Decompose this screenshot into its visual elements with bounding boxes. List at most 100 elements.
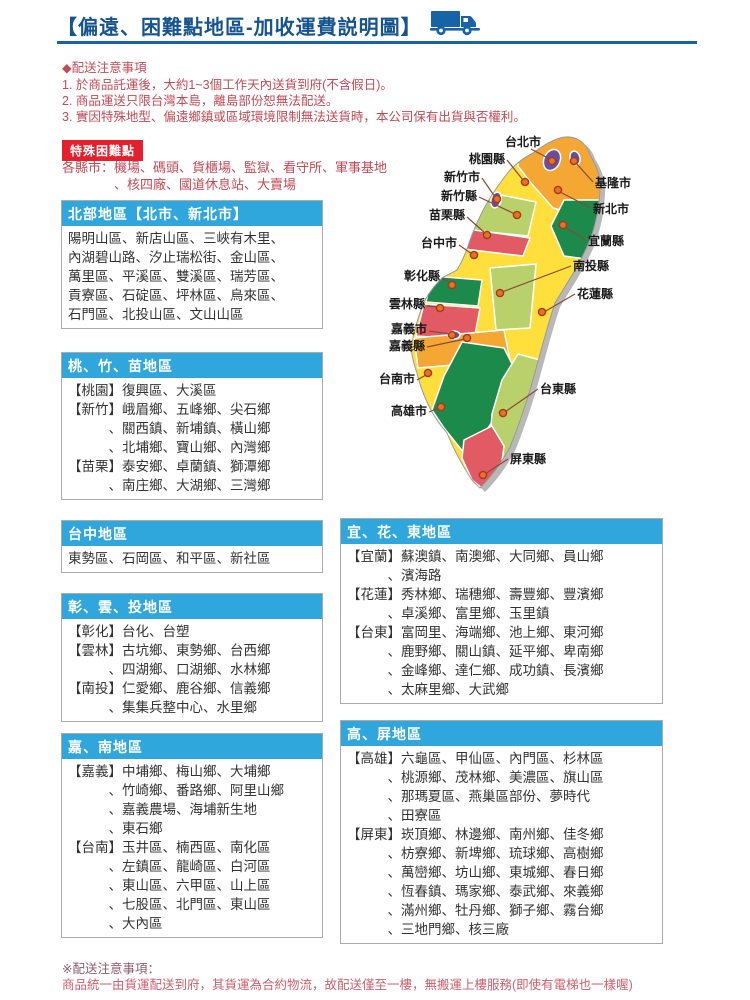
- map-label-text: 嘉義縣: [388, 338, 425, 353]
- region-line: 、太麻里鄉、大武鄉: [347, 682, 509, 697]
- map-dot: [492, 194, 502, 204]
- region-box-north-body: 陽明山區、新店山區、三峽有木里、 內湖碧山路、汐止瑞松街、金山區、 萬里區、平溪區、…: [62, 226, 322, 328]
- map-dot: [478, 470, 488, 480]
- region-box-kaohsiung-pingtung-body: 【高雄】六龜區、甲仙區、內門區、杉林區 、桃源鄉、茂林鄉、美濃區、旗山區 、那瑪…: [341, 746, 662, 943]
- map-label-text: 台東縣: [540, 381, 576, 396]
- taiwan-map: 台北市 桃園縣 新竹市 新竹縣 苗栗縣 台中市 彰化縣 雲林縣 嘉義市 嘉義縣 台南市 高雄市 基隆市新…: [368, 128, 708, 518]
- region-box-taoyuan-hsinchu-miaoli-body: 【桃園】復興區、大溪區 【新竹】峨眉鄉、五峰鄉、尖石鄉 、關西鎮、新埔鎮、橫山鄉 …: [62, 378, 322, 499]
- region-line: 【台南】玉井區、楠西區、南化區: [68, 840, 271, 855]
- title-underline: [57, 41, 697, 44]
- map-leader-line: [478, 196, 516, 215]
- map-label-text: 嘉義市: [390, 321, 427, 336]
- map-leader-line: [441, 277, 451, 284]
- map-dot: [435, 303, 445, 313]
- map-dot: [553, 185, 563, 195]
- footnote-heading: ※配送注意事項：: [62, 962, 160, 976]
- region-line: 、金峰鄉、達仁鄉、成功鎮、長濱鄉: [347, 663, 604, 678]
- map-dot: [569, 156, 579, 166]
- map-dot: [462, 333, 472, 343]
- region-box-yilan-hualien-taitung-body: 【宜蘭】蘇澳鎮、南澳鄉、大同鄉、員山鄉 、濱海路 【花蓮】秀林鄉、瑞穗鄉、壽豐鄉、…: [341, 544, 662, 703]
- map-label-text: 台南市: [379, 371, 415, 386]
- region-line: 【高雄】六龜區、甲仙區、內門區、杉林區: [347, 751, 604, 766]
- region-box-yilan-hualien-taitung-header: 宜、花、東地區: [341, 519, 662, 544]
- map-label-text: 基隆市: [594, 175, 631, 190]
- region-line: 、大內區: [68, 916, 163, 931]
- special-difficult-line: 、核四廠、國道休息站、大賣場: [62, 177, 297, 192]
- region-box-changhua-yunlin-nantou: 彰、雲、投地區 【彰化】台化、台塑 【雲林】古坑鄉、東勢鄉、台西鄉 、四湖鄉、口湖…: [61, 593, 323, 722]
- map-leader-line: [559, 191, 592, 209]
- region-line: 石門區、北投山區、文山山區: [68, 307, 244, 322]
- region-box-taichung-body: 東勢區、石岡區、和平區、新社區: [62, 546, 322, 572]
- map-dot: [537, 307, 547, 317]
- map-leader-line: [543, 293, 576, 313]
- region-box-taichung: 台中地區 東勢區、石岡區、和平區、新社區: [61, 520, 323, 573]
- map-label-text: 高雄市: [391, 403, 427, 418]
- map-label-text: 新竹市: [444, 169, 480, 184]
- region-line: 【苗栗】泰安鄉、卓蘭鎮、獅潭鄉: [68, 459, 271, 474]
- region-line: 、田寮區: [347, 808, 442, 823]
- delivery-notice-item: 3. 實因特殊地型、偏遠鄉鎮或區域環境限制無法送貨時，本公司保有出貨與否權利。: [62, 110, 526, 124]
- map-label-text: 新竹縣: [441, 188, 477, 203]
- map-leader-line: [481, 177, 496, 198]
- region-line: 【花蓮】秀林鄉、瑞穗鄉、壽豐鄉、豐濱鄉: [347, 587, 604, 602]
- region-line: 、關西鎮、新埔鎮、橫山鄉: [68, 421, 271, 436]
- region-line: 【嘉義】中埔鄉、梅山鄉、大埔鄉: [68, 764, 271, 779]
- region-line: 、東石鄉: [68, 821, 163, 836]
- region-line: 、集集兵整中心、水里鄉: [68, 700, 257, 715]
- region-line: 【屏東】崁頂鄉、林邊鄉、南州鄉、佳冬鄉: [347, 827, 604, 842]
- map-dot: [512, 210, 522, 220]
- map-dot: [447, 330, 457, 340]
- map-leader-line: [530, 148, 551, 160]
- region-line: 、東山區、六甲區、山上區: [68, 878, 271, 893]
- region-line: 【雲林】古坑鄉、東勢鄉、台西鄉: [68, 643, 271, 658]
- map-leader-line: [564, 226, 587, 241]
- region-box-changhua-yunlin-nantou-body: 【彰化】台化、台塑 【雲林】古坑鄉、東勢鄉、台西鄉 、四湖鄉、口湖鄉、水林鄉 【南投…: [62, 619, 322, 721]
- map-label-text: 新北市: [593, 201, 629, 216]
- map-dot: [498, 408, 508, 418]
- map-leader-line: [484, 458, 509, 475]
- region-line: 、三地門鄉、核三廠: [347, 922, 509, 937]
- map-leader-line: [575, 162, 594, 183]
- region-box-chiayi-tainan-header: 嘉、南地區: [62, 734, 322, 759]
- title-row: 【偏遠、困難點地區-加收運費説明圖】: [57, 8, 482, 43]
- map-dot: [558, 220, 568, 230]
- region-line: 【彰化】台化、台塑: [68, 624, 190, 639]
- region-line: 、那瑪夏區、燕巢區部份、夢時代: [347, 789, 590, 804]
- map-leader-line: [458, 244, 473, 255]
- map-leader-line: [504, 388, 539, 413]
- region-line: 陽明山區、新店山區、三峽有木里、: [68, 231, 284, 246]
- region-line: 、枋寮鄉、新埤鄉、琉球鄉、高樹鄉: [347, 846, 604, 861]
- map-label-text: 雲林縣: [389, 296, 425, 311]
- delivery-notice-item: 1. 於商品託運後，大約1~3個工作天內送貨到府(不含假日)。: [62, 78, 393, 92]
- delivery-notice-heading: ◆配送注意事項: [62, 61, 147, 75]
- region-line: 、北埔鄉、寶山鄉、內灣鄉: [68, 440, 271, 455]
- map-label-text: 南投縣: [573, 258, 609, 273]
- region-line: 內湖碧山路、汐止瑞松街、金山區、: [68, 250, 284, 265]
- region-line: 、左鎮區、龍崎區、白河區: [68, 859, 271, 874]
- map-leader-line: [426, 338, 466, 348]
- delivery-notice-item: 2. 商品運送只限台灣本島，離島部份恕無法配送。: [62, 94, 339, 108]
- region-box-yilan-hualien-taitung: 宜、花、東地區 【宜蘭】蘇澳鎮、南澳鄉、大同鄉、員山鄉 、濱海路 【花蓮】秀林鄉、…: [340, 518, 663, 704]
- region-line: 、七股區、北門區、東山區: [68, 897, 271, 912]
- map-label-text: 宜蘭縣: [588, 233, 624, 248]
- region-line: 東勢區、石岡區、和平區、新社區: [68, 551, 271, 566]
- region-box-chiayi-tainan-body: 【嘉義】中埔鄉、梅山鄉、大埔鄉 、竹崎鄉、番路鄉、阿里山鄉 、嘉義農場、海埔新生…: [62, 759, 322, 937]
- region-box-north: 北部地區【北市、新北市】 陽明山區、新店山區、三峽有木里、 內湖碧山路、汐止瑞松街…: [61, 200, 323, 329]
- map-label-text: 台北市: [505, 134, 541, 149]
- region-line: 、濱海路: [347, 568, 442, 583]
- region-line: 、恆春鎮、瑪家鄉、泰武鄉、來義鄉: [347, 884, 604, 899]
- map-dot: [482, 230, 492, 240]
- map-dot: [495, 288, 505, 298]
- map-label-text: 花蓮縣: [577, 286, 613, 301]
- special-difficult-badge: 特殊困難點: [62, 140, 144, 161]
- map-dot: [436, 402, 446, 412]
- map-leader-line: [506, 159, 524, 181]
- map-leader-line: [466, 216, 486, 234]
- map-dot: [520, 177, 530, 187]
- region-line: 【台東】富岡里、海端鄉、池上鄉、東河鄉: [347, 625, 604, 640]
- map-coastline: [410, 136, 601, 489]
- map-label-text: 苗栗縣: [429, 207, 465, 222]
- footnote-text: 商品統一由貨運配送到府，其貨運為合約物流，故配送僅至一樓，無搬運上樓服務(即使有…: [62, 978, 633, 992]
